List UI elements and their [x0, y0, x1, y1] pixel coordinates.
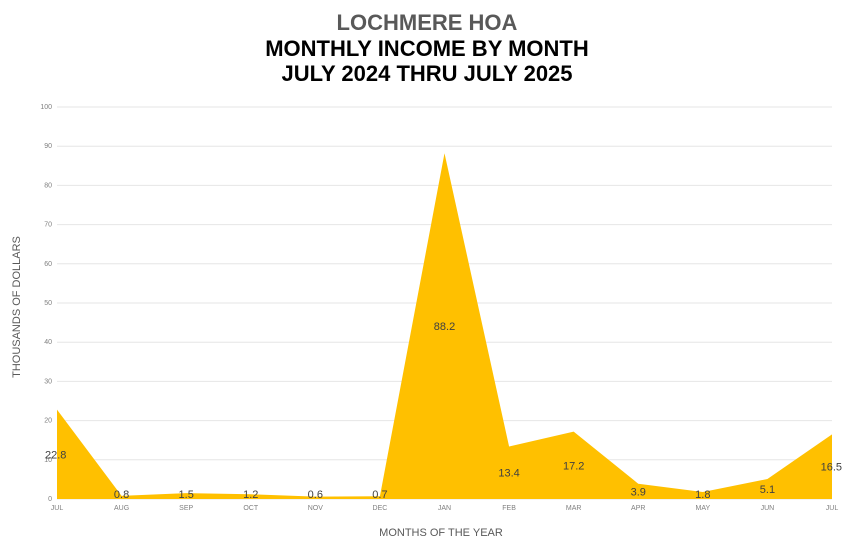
income-area [57, 153, 832, 500]
data-label: 13.4 [498, 468, 519, 480]
x-tick-label: APR [631, 505, 645, 512]
data-label: 5.1 [760, 484, 775, 496]
x-tick-label: DEC [373, 505, 388, 512]
y-tick-label: 80 [44, 182, 52, 189]
chart-titles: LOCHMERE HOA MONTHLY INCOME BY MONTH JUL… [0, 10, 854, 86]
data-label: 88.2 [434, 321, 455, 333]
data-label: 3.9 [631, 486, 646, 498]
y-tick-label: 30 [44, 378, 52, 385]
data-label: 0.8 [114, 489, 129, 501]
chart-subtitle-line2: JULY 2024 THRU JULY 2025 [281, 61, 573, 86]
data-label: 1.5 [179, 489, 194, 501]
data-label: 22.8 [45, 449, 66, 461]
x-tick-label: JUL [51, 505, 64, 512]
chart-title: LOCHMERE HOA [336, 10, 518, 35]
y-tick-label: 60 [44, 261, 52, 268]
data-label: 16.5 [821, 462, 842, 474]
y-tick-label: 90 [44, 143, 52, 150]
x-tick-label: OCT [243, 505, 259, 512]
x-tick-label: AUG [114, 505, 129, 512]
y-tick-label: 40 [44, 339, 52, 346]
x-axis-ticks: JUL AUG SEP OCT NOV DEC JAN FEB MAR APR MAY JUN JUL [51, 505, 839, 512]
data-label: 17.2 [563, 460, 584, 472]
data-label: 0.7 [372, 489, 387, 501]
x-tick-label: JUN [761, 505, 775, 512]
x-tick-label: MAY [696, 505, 711, 512]
x-tick-label: SEP [179, 505, 193, 512]
x-axis-title: MONTHS OF THE YEAR [379, 527, 503, 539]
data-labels: 22.8 0.8 1.5 1.2 0.6 0.7 88.2 13.4 17.2 3.9 1.8 5.1… [45, 321, 842, 501]
y-tick-label: 50 [44, 300, 52, 307]
x-tick-label: NOV [308, 505, 324, 512]
y-axis-title: THOUSANDS OF DOLLARS [11, 236, 23, 378]
x-tick-label: JUL [826, 505, 839, 512]
data-label: 0.6 [308, 489, 323, 501]
y-tick-label: 100 [40, 104, 52, 111]
x-tick-label: FEB [502, 505, 516, 512]
y-tick-label: 10 [44, 457, 52, 464]
chart-subtitle-line1: MONTHLY INCOME BY MONTH [265, 36, 589, 61]
y-tick-label: 20 [44, 418, 52, 425]
x-tick-label: MAR [566, 505, 582, 512]
x-tick-label: JAN [438, 505, 451, 512]
y-tick-label: 0 [48, 496, 52, 503]
y-tick-label: 70 [44, 222, 52, 229]
data-label: 1.8 [695, 489, 710, 501]
y-axis-ticks: 0 10 20 30 40 50 60 70 80 90 100 [40, 104, 52, 503]
data-label: 1.2 [243, 489, 258, 501]
